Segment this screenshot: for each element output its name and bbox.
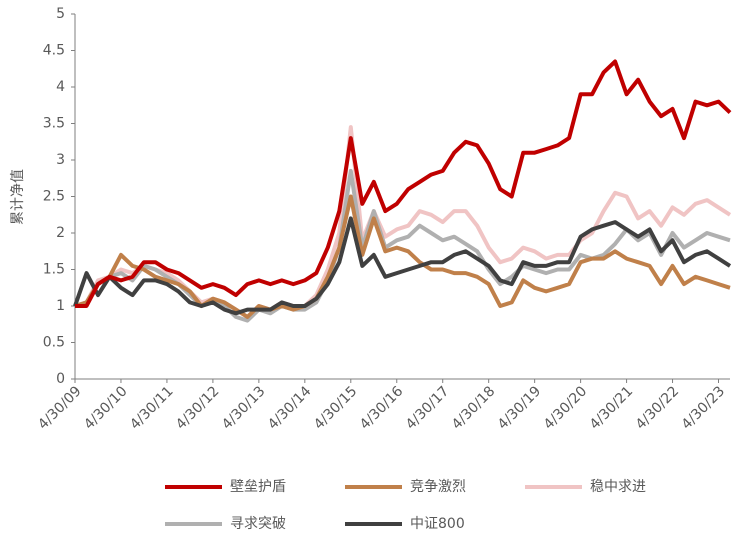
y-axis-label: 累计净值 xyxy=(10,169,26,225)
y-tick-label: 2.5 xyxy=(43,189,65,205)
x-tick-label: 4/30/11 xyxy=(127,383,176,432)
legend-label: 中证800 xyxy=(410,516,465,532)
legend-label: 竞争激烈 xyxy=(410,478,466,495)
x-tick-label: 4/30/09 xyxy=(35,383,84,432)
x-tick-label: 4/30/13 xyxy=(219,383,268,432)
y-tick-label: 0 xyxy=(56,371,65,387)
y-tick-label: 2 xyxy=(56,225,65,241)
x-tick-label: 4/30/14 xyxy=(265,383,315,433)
x-tick-label: 4/30/17 xyxy=(403,383,452,432)
x-tick-label: 4/30/23 xyxy=(679,383,728,432)
x-tick-label: 4/30/22 xyxy=(633,383,682,432)
x-tick-label: 4/30/16 xyxy=(357,383,407,433)
y-tick-label: 3 xyxy=(56,152,65,168)
x-tick-label: 4/30/10 xyxy=(81,383,130,432)
x-tick-label: 4/30/20 xyxy=(541,383,590,432)
x-tick-label: 4/30/15 xyxy=(311,383,360,432)
legend-label: 壁垒护盾 xyxy=(230,479,286,495)
y-tick-label: 0.5 xyxy=(43,335,65,351)
series-line xyxy=(73,216,732,316)
legend-label: 寻求突破 xyxy=(230,516,286,532)
y-tick-label: 4 xyxy=(56,79,65,95)
y-tick-label: 5 xyxy=(56,6,65,22)
y-tick-label: 4.5 xyxy=(43,43,65,59)
y-tick-label: 3.5 xyxy=(43,116,65,132)
x-tick-label: 4/30/21 xyxy=(587,383,636,432)
x-tick-label: 4/30/19 xyxy=(495,383,544,432)
series-line xyxy=(75,59,732,308)
series-line xyxy=(74,194,731,319)
x-tick-label: 4/30/18 xyxy=(449,383,498,432)
y-tick-label: 1 xyxy=(56,298,65,314)
x-tick-label: 4/30/12 xyxy=(173,383,222,432)
legend-label: 稳中求进 xyxy=(590,479,646,495)
y-tick-label: 1.5 xyxy=(43,262,65,278)
